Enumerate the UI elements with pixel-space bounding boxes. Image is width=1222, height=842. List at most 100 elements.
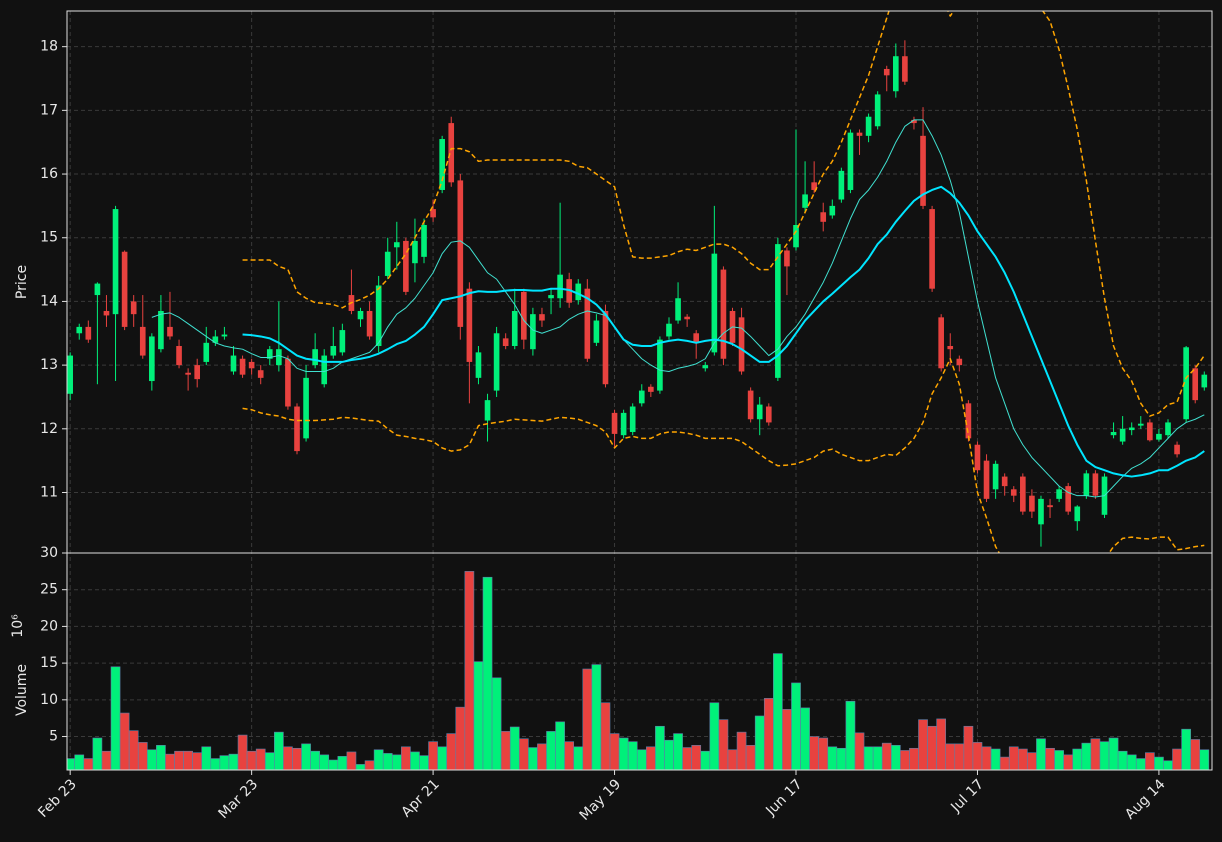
y-tick-label: 30 xyxy=(40,545,58,561)
volume-bar xyxy=(419,755,429,770)
candle-body xyxy=(139,326,146,356)
candle-body xyxy=(765,406,772,423)
candle-body xyxy=(439,139,445,190)
candle-body xyxy=(702,365,709,369)
candle-body xyxy=(466,288,473,362)
candle-body xyxy=(629,406,636,432)
y-tick-label: 10 xyxy=(40,692,58,708)
candle-body xyxy=(974,444,981,471)
volume-bar xyxy=(1063,754,1074,770)
volume-bar xyxy=(1017,748,1028,770)
candle-body xyxy=(149,336,155,382)
volume-bar xyxy=(881,742,892,770)
candle-body xyxy=(892,56,899,92)
volume-bar xyxy=(718,719,729,770)
candle-body xyxy=(294,406,300,452)
volume-bar xyxy=(763,698,774,770)
volume-bar xyxy=(92,737,103,770)
volume-bar xyxy=(119,712,130,770)
candle-body xyxy=(85,326,92,340)
candle-body xyxy=(911,119,917,124)
candle-body xyxy=(874,94,881,127)
candle-body xyxy=(321,355,328,385)
candle-body xyxy=(67,355,73,394)
volume-bar xyxy=(1163,760,1173,770)
candle-body xyxy=(602,310,609,385)
candle-body xyxy=(793,224,799,248)
candle-body xyxy=(657,339,663,391)
volume-bar xyxy=(1027,752,1037,770)
volume-bar xyxy=(156,745,166,770)
volume-bar xyxy=(446,733,457,770)
candle-body xyxy=(856,132,863,136)
candle-body xyxy=(883,68,890,76)
candle-body xyxy=(775,244,781,378)
volume-bar xyxy=(264,752,275,770)
volume-bar xyxy=(1099,741,1110,770)
volume-bar xyxy=(401,746,411,770)
volume-bar xyxy=(782,709,792,770)
volume-bar xyxy=(228,753,239,770)
volume-bar xyxy=(137,742,148,770)
volume-bar xyxy=(700,750,711,770)
candle-body xyxy=(430,209,436,218)
volume-bar xyxy=(146,749,157,770)
volume-bar xyxy=(1045,747,1055,770)
candle-body xyxy=(1038,498,1044,525)
volume-offset-label: 10⁶ xyxy=(10,614,26,638)
volume-bar xyxy=(673,733,683,770)
candle-body xyxy=(239,358,246,375)
volume-bar xyxy=(219,755,230,770)
volume-bar xyxy=(936,718,947,770)
volume-bar xyxy=(618,737,629,770)
y-tick-label: 12 xyxy=(40,421,58,437)
candle-body xyxy=(521,291,527,340)
candle-body xyxy=(475,352,482,378)
volume-panel xyxy=(67,571,1210,770)
volume-bar xyxy=(455,706,466,770)
candle-body xyxy=(403,240,409,292)
candle-body xyxy=(611,412,618,434)
volume-bar xyxy=(437,746,448,770)
y-tick-label: 5 xyxy=(49,729,58,745)
candle-body xyxy=(929,209,935,289)
candle-body xyxy=(1119,428,1126,442)
volume-bar xyxy=(1190,739,1201,770)
volume-bar xyxy=(890,745,901,770)
volume-bar xyxy=(555,721,565,770)
y-tick-label: 14 xyxy=(40,293,58,309)
volume-bar xyxy=(1008,746,1019,770)
overlay-line xyxy=(242,358,1205,553)
volume-bar xyxy=(909,747,919,770)
volume-bar xyxy=(682,747,692,770)
candle-body xyxy=(1201,374,1208,388)
volume-bar xyxy=(328,759,339,770)
volume-bar xyxy=(1117,750,1128,770)
volume-bar xyxy=(1054,750,1064,770)
volume-bar xyxy=(500,731,511,770)
candle-body xyxy=(330,346,337,356)
volume-bar xyxy=(736,731,747,770)
volume-bar xyxy=(854,732,865,770)
volume-bar xyxy=(791,682,801,770)
candle-body xyxy=(203,342,210,362)
candle-body xyxy=(167,326,173,337)
candle-body xyxy=(212,336,219,343)
volume-bar xyxy=(1036,738,1046,770)
candle-body xyxy=(965,403,972,439)
volume-bar xyxy=(346,751,357,770)
candle-body xyxy=(784,250,790,267)
volume-bar xyxy=(691,745,702,770)
volume-bar xyxy=(1126,754,1137,770)
volume-bar xyxy=(183,750,193,770)
volume-bar xyxy=(990,748,1001,770)
candle-body xyxy=(493,333,500,391)
volume-bar xyxy=(1081,742,1092,770)
candle-body xyxy=(820,212,827,222)
y-tick-label: 17 xyxy=(40,102,58,118)
volume-bar xyxy=(981,746,992,770)
volume-bar xyxy=(573,746,584,770)
volume-bar xyxy=(591,664,602,770)
y-tick-label: 16 xyxy=(40,166,58,182)
volume-bar xyxy=(201,746,212,770)
